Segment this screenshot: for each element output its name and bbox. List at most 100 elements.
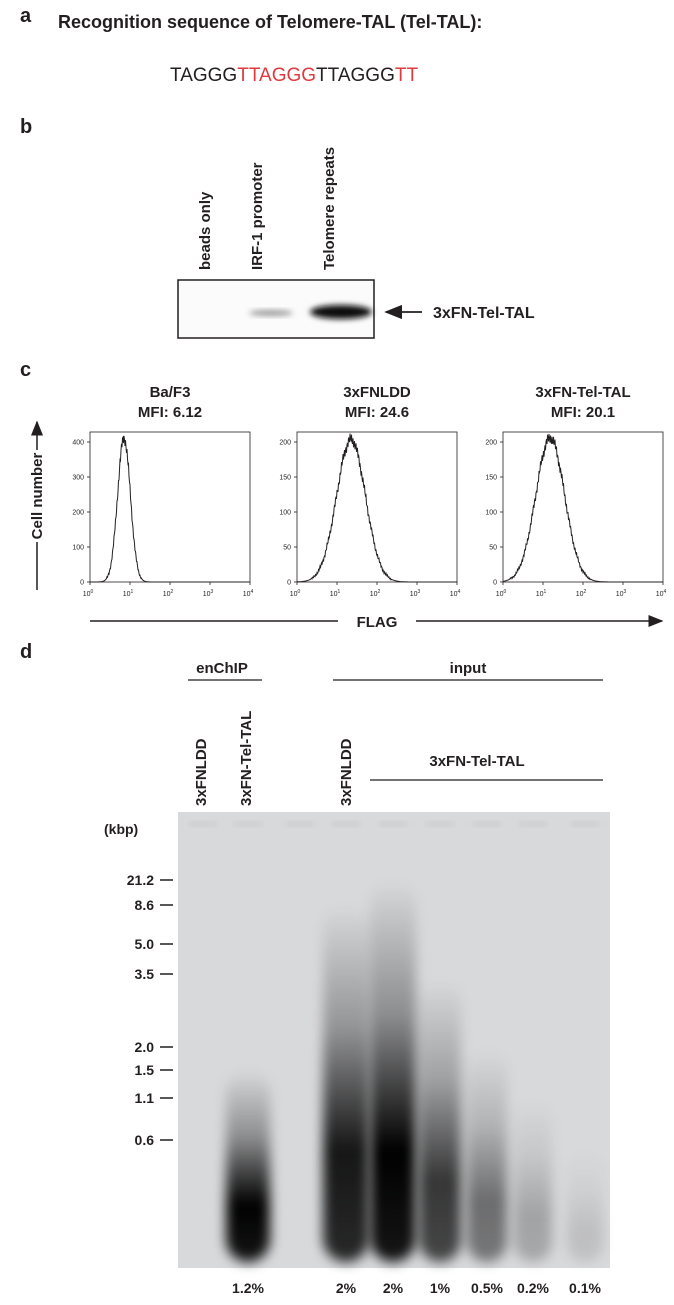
x-tick-label: 104 [243,589,254,598]
well [379,822,407,826]
marker-label: 5.0 [135,936,155,952]
marker-label: 0.6 [135,1132,155,1148]
x-tick-label: 101 [123,589,134,598]
loading-label: 0.1% [569,1280,601,1296]
tick-base: 10 [243,591,251,598]
x-tick-label: 104 [656,589,667,598]
y-tick-label: 150 [279,475,291,482]
x-tick-label: 102 [163,589,174,598]
tick-exp: 2 [584,589,587,595]
group-label: enChIP [196,660,248,677]
tick-base: 10 [450,591,458,598]
marker-label: 3.5 [135,966,155,982]
x-tick-label: 103 [616,589,627,598]
x-tick-label: 102 [370,589,381,598]
y-tick-label: 0 [493,580,497,587]
loading-label: 0.2% [517,1280,549,1296]
y-tick-label: 100 [72,545,84,552]
tick-base: 10 [370,591,378,598]
histogram [297,433,457,583]
y-axis-label: Cell number [29,452,46,539]
smear [323,905,369,1262]
lane-label: beads only [197,191,214,270]
well [473,822,501,826]
y-tick-label: 300 [72,475,84,482]
tick-base: 10 [536,591,544,598]
tick-base: 10 [290,591,298,598]
sequence-segment: TTAGGG [316,65,395,86]
well [189,822,217,826]
plot-title: 3xFN-Tel-TAL [535,384,630,401]
y-tick-label: 100 [485,510,497,517]
x-tick-label: 101 [536,589,547,598]
smear [226,1070,270,1262]
histogram [503,433,663,583]
marker-label: 1.1 [135,1090,155,1106]
tick-exp: 4 [664,589,667,595]
sequence-segment: TTAGGG [237,65,316,86]
group-label: input [450,660,487,677]
unit-label: (kbp) [104,821,138,837]
plot-frame [502,431,664,583]
y-tick-label: 0 [80,580,84,587]
smear [370,880,416,1262]
tick-base: 10 [496,591,504,598]
x-tick-label: 100 [83,589,94,598]
blot-band [249,310,293,316]
y-tick-label: 200 [485,440,497,447]
tick-base: 10 [656,591,664,598]
y-tick-label: 200 [279,440,291,447]
loading-label: 1% [430,1280,451,1296]
x-tick-label: 100 [496,589,507,598]
sequence-segment: TAGGG [170,65,237,86]
tick-exp: 4 [251,589,254,595]
loading-label: 0.5% [471,1280,503,1296]
label-bg [28,450,46,542]
plot-title: 3xFNLDD [343,384,411,401]
loading-label: 2% [336,1280,357,1296]
tick-exp: 2 [378,589,381,595]
lane-label: 3xFNLDD [338,738,355,806]
well [234,822,262,826]
blot-band [310,305,372,319]
well [286,822,314,826]
tick-base: 10 [410,591,418,598]
panel-letter: d [20,641,32,663]
panel-title: Recognition sequence of Telomere-TAL (Te… [58,12,482,32]
tick-exp: 3 [418,589,421,595]
tick-exp: 2 [171,589,174,595]
tick-base: 10 [576,591,584,598]
tick-exp: 1 [131,589,134,595]
smear [419,980,461,1262]
well [426,822,454,826]
tick-exp: 0 [298,589,301,595]
well [332,822,360,826]
well [571,822,599,826]
label-bg [338,610,416,632]
plot-mfi: MFI: 6.12 [138,404,202,421]
x-tick-label: 102 [576,589,587,598]
smear [467,1050,507,1262]
lane-label: Telomere repeats [321,147,338,270]
plot-frame [89,431,251,583]
lane-label: 3xFN-Tel-TAL [238,711,255,806]
tick-exp: 3 [211,589,214,595]
plot-mfi: MFI: 20.1 [551,404,615,421]
tick-base: 10 [83,591,91,598]
y-tick-label: 50 [489,545,497,552]
band-label: 3xFN-Tel-TAL [433,305,535,322]
y-tick-label: 100 [279,510,291,517]
panel-letter: a [20,5,32,27]
tick-base: 10 [330,591,338,598]
marker-label: 1.5 [135,1062,155,1078]
plot-mfi: MFI: 24.6 [345,404,409,421]
tick-base: 10 [163,591,171,598]
x-tick-label: 104 [450,589,461,598]
lane-label: IRF-1 promoter [249,162,266,270]
marker-label: 8.6 [135,897,155,913]
x-tick-label: 103 [410,589,421,598]
panel-letter: c [20,359,31,381]
y-tick-label: 150 [485,475,497,482]
sequence-segment: TT [395,65,419,86]
